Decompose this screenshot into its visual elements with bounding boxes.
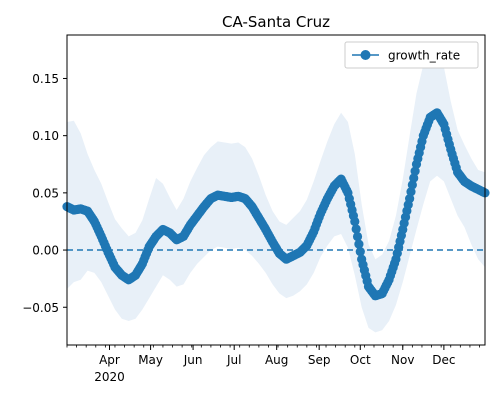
legend-marker-swatch [360, 50, 371, 60]
y-tick-label: 0.05 [32, 186, 59, 200]
data-point [410, 166, 420, 176]
legend-box [344, 41, 479, 69]
x-tick-label: Aug [265, 353, 288, 367]
data-point [354, 239, 364, 249]
x-tick-label: Nov [391, 353, 414, 367]
chart-title: CA-Santa Cruz [222, 13, 330, 31]
x-tick-label: Dec [432, 353, 455, 367]
y-tick-label: 0.00 [32, 244, 59, 258]
legend: growth_rate [344, 41, 479, 69]
data-point [405, 193, 415, 204]
y-tick-label: −0.05 [22, 301, 59, 315]
x-tick-label: Apr [99, 353, 120, 367]
legend-label-growth-rate: growth_rate [388, 49, 460, 63]
series-markers-growth-rate [62, 108, 490, 301]
x-tick-label: Oct [350, 353, 371, 367]
x-year-label: 2020 [94, 370, 125, 384]
plot-frame [66, 34, 486, 346]
data-point [406, 187, 416, 197]
data-point [407, 180, 417, 190]
data-point [355, 247, 365, 257]
data-point [409, 173, 419, 183]
plot-area [62, 49, 490, 333]
x-tick-label: Jul [226, 353, 241, 367]
data-point [351, 224, 361, 234]
data-point [350, 216, 360, 227]
data-point [352, 231, 363, 242]
x-tick-label: Sep [308, 353, 331, 367]
y-tick-label: 0.10 [32, 129, 59, 143]
x-tick-label: May [138, 353, 163, 367]
confidence-band [67, 49, 485, 333]
y-tick-label: 0.15 [32, 72, 59, 86]
x-tick-label: Jun [183, 353, 203, 367]
